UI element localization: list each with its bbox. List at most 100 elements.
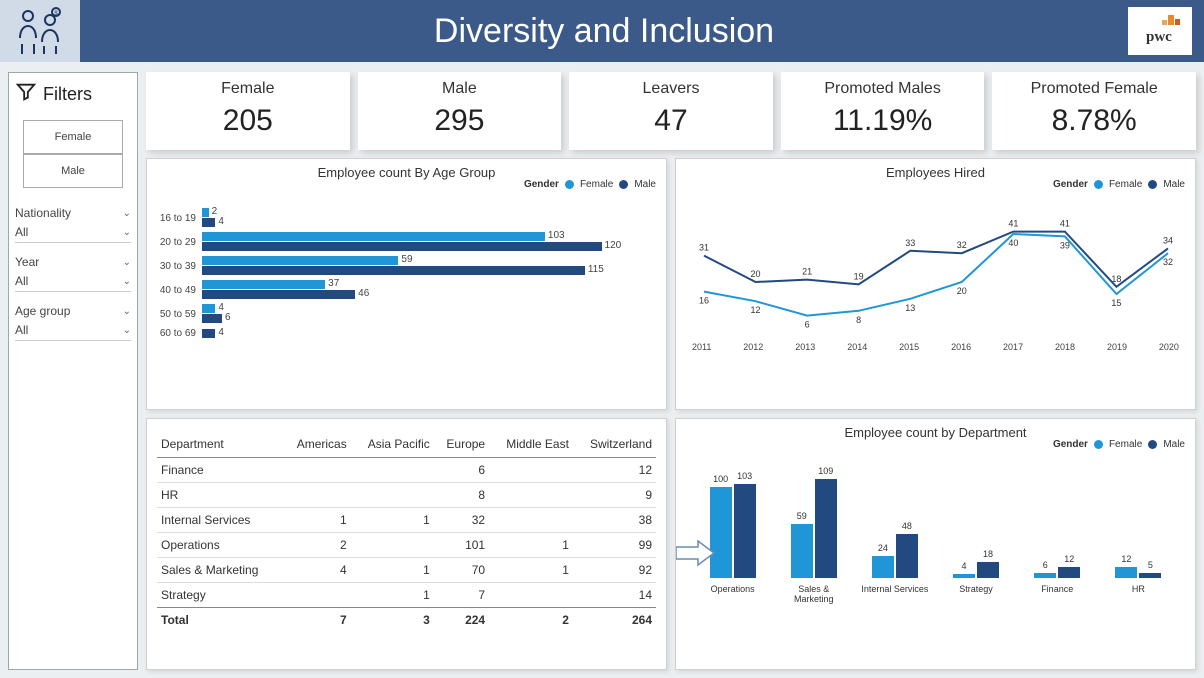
table-cell: 7 [282, 608, 351, 633]
kpi-male: Male 295 [358, 72, 562, 150]
line-male [704, 232, 1168, 287]
table-cell: 1 [282, 508, 351, 533]
filter-button-male[interactable]: Male [23, 154, 123, 188]
table-cell: Finance [157, 458, 282, 483]
line-point-label: 39 [1060, 240, 1070, 250]
table-header: Department [157, 431, 282, 458]
line-point-label: 41 [1060, 219, 1070, 229]
year-label: 2020 [1159, 342, 1179, 352]
filter-select[interactable]: All⌄ [15, 271, 131, 292]
kpi-label: Promoted Female [996, 80, 1192, 98]
main: Filters FemaleMale Nationality⌄ All⌄ Yea… [0, 62, 1204, 678]
age-bar-male: 115 [202, 266, 585, 275]
dept-name: Internal Services [861, 584, 928, 606]
dept-bar-male: 48 [896, 534, 918, 578]
line-point-label: 32 [957, 240, 967, 250]
legend-dot-male [1148, 440, 1157, 449]
age-bar-male: 6 [202, 314, 222, 323]
age-bar-male: 4 [202, 329, 215, 338]
table-cell: 32 [434, 508, 489, 533]
table-cell: Internal Services [157, 508, 282, 533]
hired-x-axis: 2011201220132014201520162017201820192020 [686, 342, 1185, 352]
dept-bar-male: 103 [734, 484, 756, 578]
table-cell [489, 483, 573, 508]
dept-column: 59 109 Sales & Marketing [780, 468, 848, 606]
age-bar-male: 4 [202, 218, 215, 227]
year-label: 2017 [1003, 342, 1023, 352]
dept-chart-title: Employee count by Department [686, 425, 1185, 440]
table-cell: 8 [434, 483, 489, 508]
department-table: DepartmentAmericasAsia PacificEuropeMidd… [157, 431, 656, 632]
dept-column: 12 5 HR [1104, 468, 1172, 606]
line-point-label: 41 [1008, 219, 1018, 229]
hired-line-chart: 31202119333241411834161268132040391532 [686, 182, 1186, 342]
line-point-label: 19 [854, 271, 864, 281]
kpi-leavers: Leavers 47 [569, 72, 773, 150]
kpi-label: Male [362, 80, 558, 98]
kpi-value: 11.19% [785, 104, 981, 138]
kpi-row: Female 205Male 295Leavers 47Promoted Mal… [146, 72, 1196, 150]
table-cell [351, 458, 434, 483]
table-cell: 1 [489, 533, 573, 558]
table-cell [489, 583, 573, 608]
hired-chart-title: Employees Hired [686, 165, 1185, 180]
page-title: Diversity and Inclusion [80, 12, 1128, 51]
chevron-down-icon: ⌄ [123, 227, 131, 238]
table-cell [282, 483, 351, 508]
dept-column: 100 103 Operations [699, 468, 767, 606]
table-cell: 4 [282, 558, 351, 583]
table-cell [351, 483, 434, 508]
table-cell: 14 [573, 583, 656, 608]
table-cell: 1 [351, 508, 434, 533]
filter-select[interactable]: All⌄ [15, 222, 131, 243]
year-label: 2012 [743, 342, 763, 352]
kpi-value: 295 [362, 104, 558, 138]
table-cell: 7 [434, 583, 489, 608]
filter-group-nationality: Nationality⌄ All⌄ [15, 204, 131, 243]
svg-text:pwc: pwc [1146, 29, 1172, 45]
filter-select[interactable]: All⌄ [15, 320, 131, 341]
table-cell [282, 458, 351, 483]
age-bar-female: 4 [202, 304, 215, 313]
pwc-logo: pwc [1128, 7, 1192, 55]
age-row: 50 to 59 46 [157, 304, 656, 324]
table-cell: 92 [573, 558, 656, 583]
age-label: 60 to 69 [157, 328, 202, 339]
age-label: 30 to 39 [157, 261, 202, 272]
table-cell [489, 458, 573, 483]
filters-header: Filters [15, 81, 131, 108]
table-header: Middle East [489, 431, 573, 458]
table-cell: Sales & Marketing [157, 558, 282, 583]
dept-name: Strategy [959, 584, 993, 606]
dept-column: 24 48 Internal Services [861, 468, 929, 606]
hired-chart-legend: Gender Female Male [1053, 179, 1185, 190]
table-cell: Strategy [157, 583, 282, 608]
table-total-row: Total732242264 [157, 608, 656, 633]
age-label: 16 to 19 [157, 213, 202, 224]
line-point-label: 31 [699, 243, 709, 253]
legend-dot-female [1094, 180, 1103, 189]
table-cell: 1 [489, 558, 573, 583]
line-point-label: 33 [905, 238, 915, 248]
dept-bar-female: 24 [872, 556, 894, 578]
dept-chart-legend: Gender Female Male [1053, 439, 1185, 450]
content: Female 205Male 295Leavers 47Promoted Mal… [146, 72, 1196, 670]
charts-grid: Employee count By Age Group Gender Femal… [146, 158, 1196, 670]
line-point-label: 16 [699, 296, 709, 306]
age-chart-title: Employee count By Age Group [157, 165, 656, 180]
age-bar-female: 37 [202, 280, 325, 289]
dept-bar-male: 12 [1058, 567, 1080, 578]
table-header: Switzerland [573, 431, 656, 458]
table-cell: 70 [434, 558, 489, 583]
kpi-female: Female 205 [146, 72, 350, 150]
filters-panel: Filters FemaleMale Nationality⌄ All⌄ Yea… [8, 72, 138, 670]
kpi-promoted-males: Promoted Males 11.19% [781, 72, 985, 150]
table-row: Strategy1714 [157, 583, 656, 608]
chevron-down-icon: ⌄ [123, 257, 131, 268]
table-row: Finance612 [157, 458, 656, 483]
line-point-label: 21 [802, 267, 812, 277]
legend-dot-female [1094, 440, 1103, 449]
filter-group-age-group: Age group⌄ All⌄ [15, 302, 131, 341]
line-point-label: 40 [1008, 238, 1018, 248]
filter-button-female[interactable]: Female [23, 120, 123, 154]
